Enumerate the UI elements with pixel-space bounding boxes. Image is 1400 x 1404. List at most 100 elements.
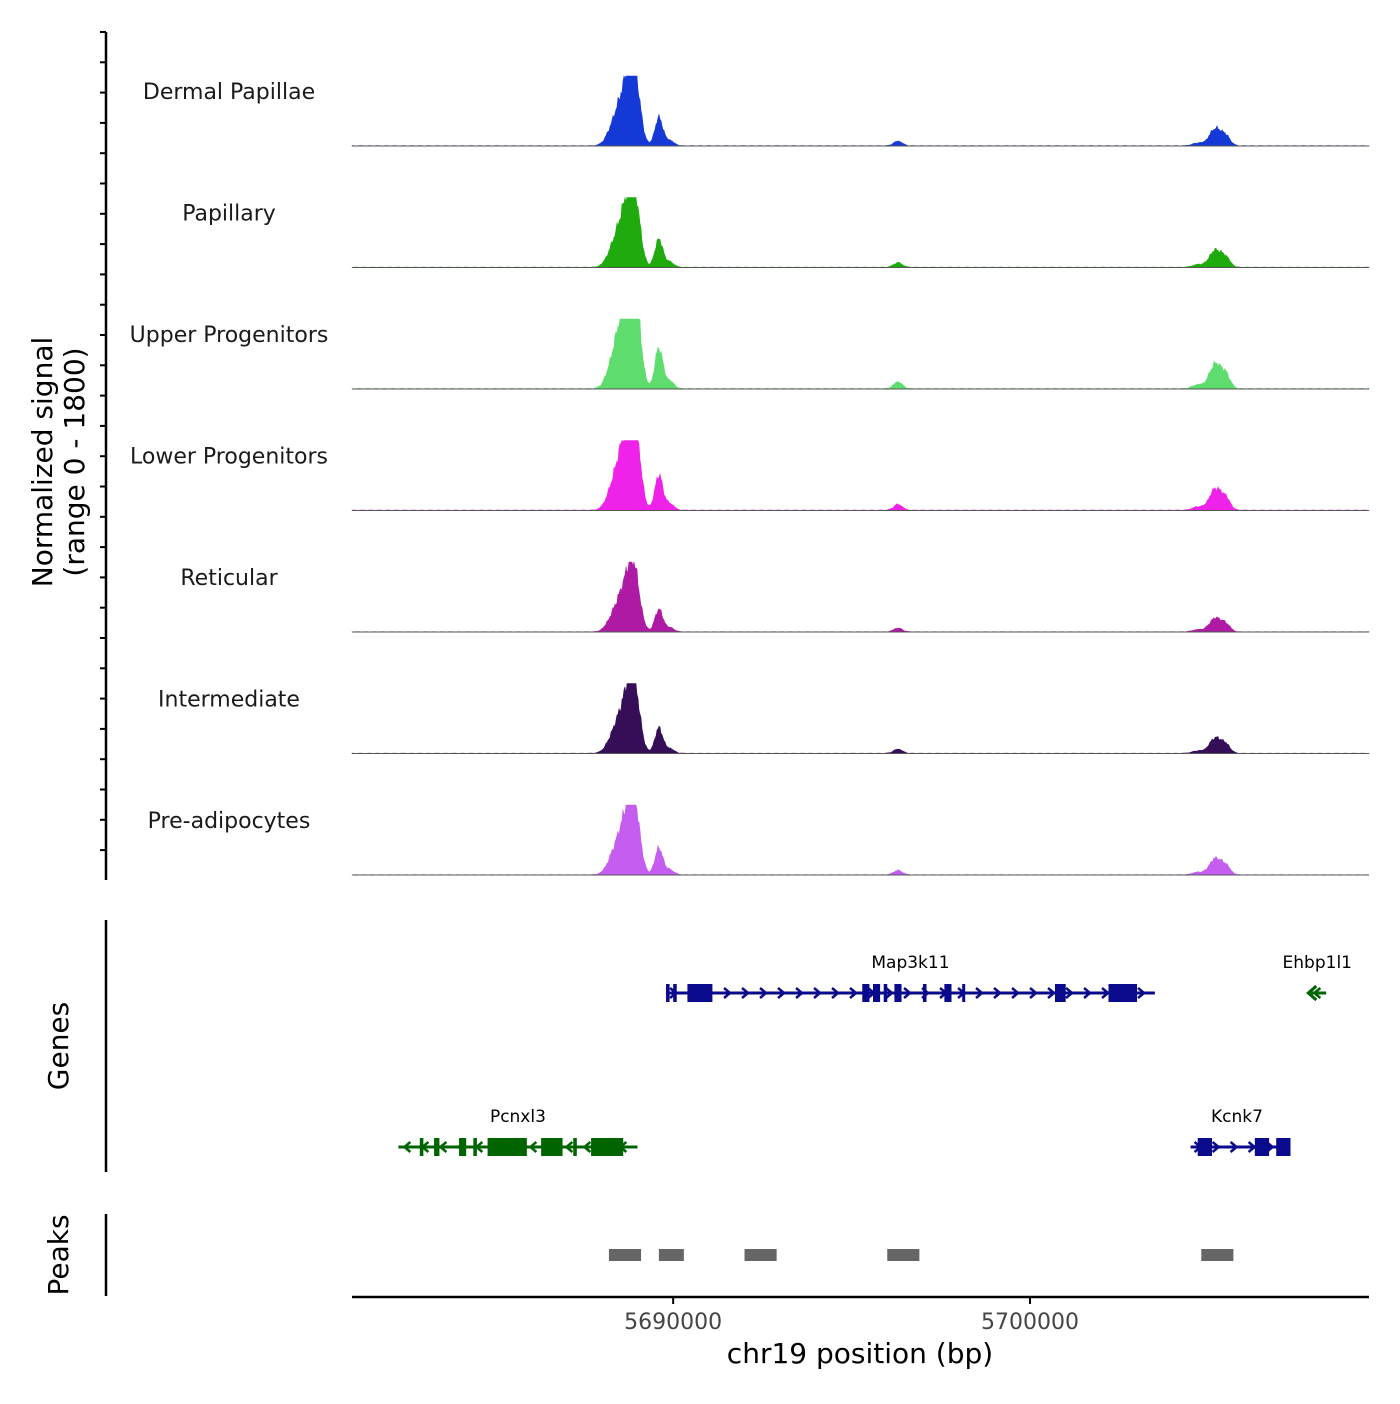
strand-chevron: [831, 987, 840, 999]
gene-exon: [1108, 984, 1138, 1002]
gene-exon: [687, 984, 713, 1002]
peaks-panel: Peaks: [42, 1214, 1234, 1296]
track-label: Papillary: [182, 202, 276, 227]
strand-chevron: [528, 1141, 538, 1153]
strand-chevron: [849, 987, 858, 999]
x-axis-label: chr19 position (bp): [727, 1337, 993, 1370]
gene-exon: [459, 1138, 467, 1156]
track-label: Dermal Papillae: [143, 80, 315, 105]
strand-chevron: [975, 987, 984, 999]
peak-block: [658, 1249, 684, 1261]
gene-models: Map3k11 Ehbp1l1 Pcnxl3 Kcnk7: [398, 953, 1352, 1156]
gene-exon: [862, 984, 870, 1002]
signal-area: [351, 804, 1370, 876]
strand-chevron: [903, 987, 912, 999]
strand-chevron: [1029, 987, 1038, 999]
track-pre-adipocytes: Pre-adipocytes: [148, 804, 1370, 876]
gene-label: Ehbp1l1: [1283, 953, 1352, 973]
signal-area: [351, 74, 1370, 147]
gene-exon: [573, 1138, 577, 1156]
gene-exon: [473, 1138, 477, 1156]
strand-chevron: [1083, 987, 1092, 999]
strand-chevron: [885, 987, 894, 999]
strand-chevron: [1047, 987, 1056, 999]
gene-exon: [1197, 1138, 1212, 1156]
gene-exon: [894, 984, 902, 1002]
strand-chevron: [759, 987, 768, 999]
gene-exon: [1054, 984, 1066, 1002]
track-label: Pre-adipocytes: [148, 809, 311, 834]
track-label: Upper Progenitors: [130, 323, 329, 348]
strand-chevron: [741, 987, 750, 999]
track-lower-progenitors: Lower Progenitors: [130, 439, 1370, 511]
strand-chevron: [1101, 987, 1110, 999]
strand-chevron: [993, 987, 1002, 999]
x-axis: 5690000 5700000: [352, 1295, 1369, 1335]
signal-tracks: Dermal Papillae Papillary Upper Progenitor…: [130, 74, 1370, 876]
genes-panel: Genes Map3k11 Ehbp1l1 Pcnxl3 Kcnk7: [42, 920, 1352, 1172]
gene-exon: [944, 984, 952, 1002]
peak-block: [744, 1249, 777, 1261]
gene-kcnk7: Kcnk7: [1190, 1107, 1291, 1156]
peaks-label: Peaks: [42, 1214, 75, 1295]
gene-exon: [962, 984, 966, 1002]
gene-exon: [883, 984, 888, 1002]
gene-exon: [434, 1138, 440, 1156]
gene-exon: [1276, 1138, 1291, 1156]
gene-exon: [541, 1138, 563, 1156]
signal-area: [351, 197, 1370, 268]
track-reticular: Reticular: [180, 561, 1370, 633]
track-upper-progenitors: Upper Progenitors: [130, 318, 1370, 390]
x-tick-label: 5700000: [981, 1310, 1079, 1335]
signal-area: [351, 439, 1370, 511]
signal-area: [351, 561, 1370, 633]
gene-map3k11: Map3k11: [666, 953, 1155, 1002]
gene-exon: [673, 984, 677, 1002]
track-label: Reticular: [180, 566, 278, 591]
strand-arrow: [1306, 984, 1318, 1002]
genes-label: Genes: [42, 1002, 75, 1090]
strand-chevron: [1065, 987, 1074, 999]
strand-chevron: [813, 987, 822, 999]
strand-chevron: [795, 987, 804, 999]
signal-area: [351, 683, 1370, 754]
gene-exon: [591, 1138, 624, 1156]
strand-chevron: [582, 1141, 592, 1153]
gene-exon: [419, 1138, 424, 1156]
strand-chevron: [1247, 1141, 1257, 1153]
gene-exon: [922, 984, 927, 1002]
gene-label: Map3k11: [871, 953, 949, 973]
signal-y-axis-label: Normalized signal: [26, 337, 59, 588]
gene-exon: [666, 984, 670, 1002]
x-tick-label: 5690000: [624, 1310, 722, 1335]
strand-chevron: [777, 987, 786, 999]
strand-chevron: [1312, 987, 1322, 999]
signal-area: [351, 318, 1370, 390]
peak-block: [608, 1249, 642, 1261]
strand-chevron: [1011, 987, 1020, 999]
track-label: Intermediate: [158, 688, 300, 713]
track-dermal-papillae: Dermal Papillae: [143, 74, 1370, 147]
track-papillary: Papillary: [182, 197, 1370, 268]
strand-chevron: [1137, 987, 1146, 999]
track-intermediate: Intermediate: [158, 683, 1370, 754]
signal-y-axis-range-label: (range 0 - 1800): [58, 347, 91, 576]
strand-chevron: [564, 1141, 574, 1153]
strand-chevron: [402, 1141, 412, 1153]
strand-chevron: [1211, 1141, 1221, 1153]
gene-exon: [487, 1138, 527, 1156]
signal-y-axis: [100, 31, 108, 880]
track-label: Lower Progenitors: [130, 445, 328, 470]
gene-ehbp1l1: Ehbp1l1: [1283, 953, 1352, 1002]
peak-block: [887, 1249, 920, 1261]
gene-exon: [872, 984, 881, 1002]
strand-chevron: [1229, 1141, 1239, 1153]
strand-chevron: [723, 987, 732, 999]
gene-exon: [1254, 1138, 1270, 1156]
peak-blocks: [608, 1249, 1234, 1261]
gene-pcnxl3: Pcnxl3: [398, 1107, 638, 1156]
gene-label: Pcnxl3: [490, 1107, 546, 1127]
strand-chevron: [438, 1141, 448, 1153]
